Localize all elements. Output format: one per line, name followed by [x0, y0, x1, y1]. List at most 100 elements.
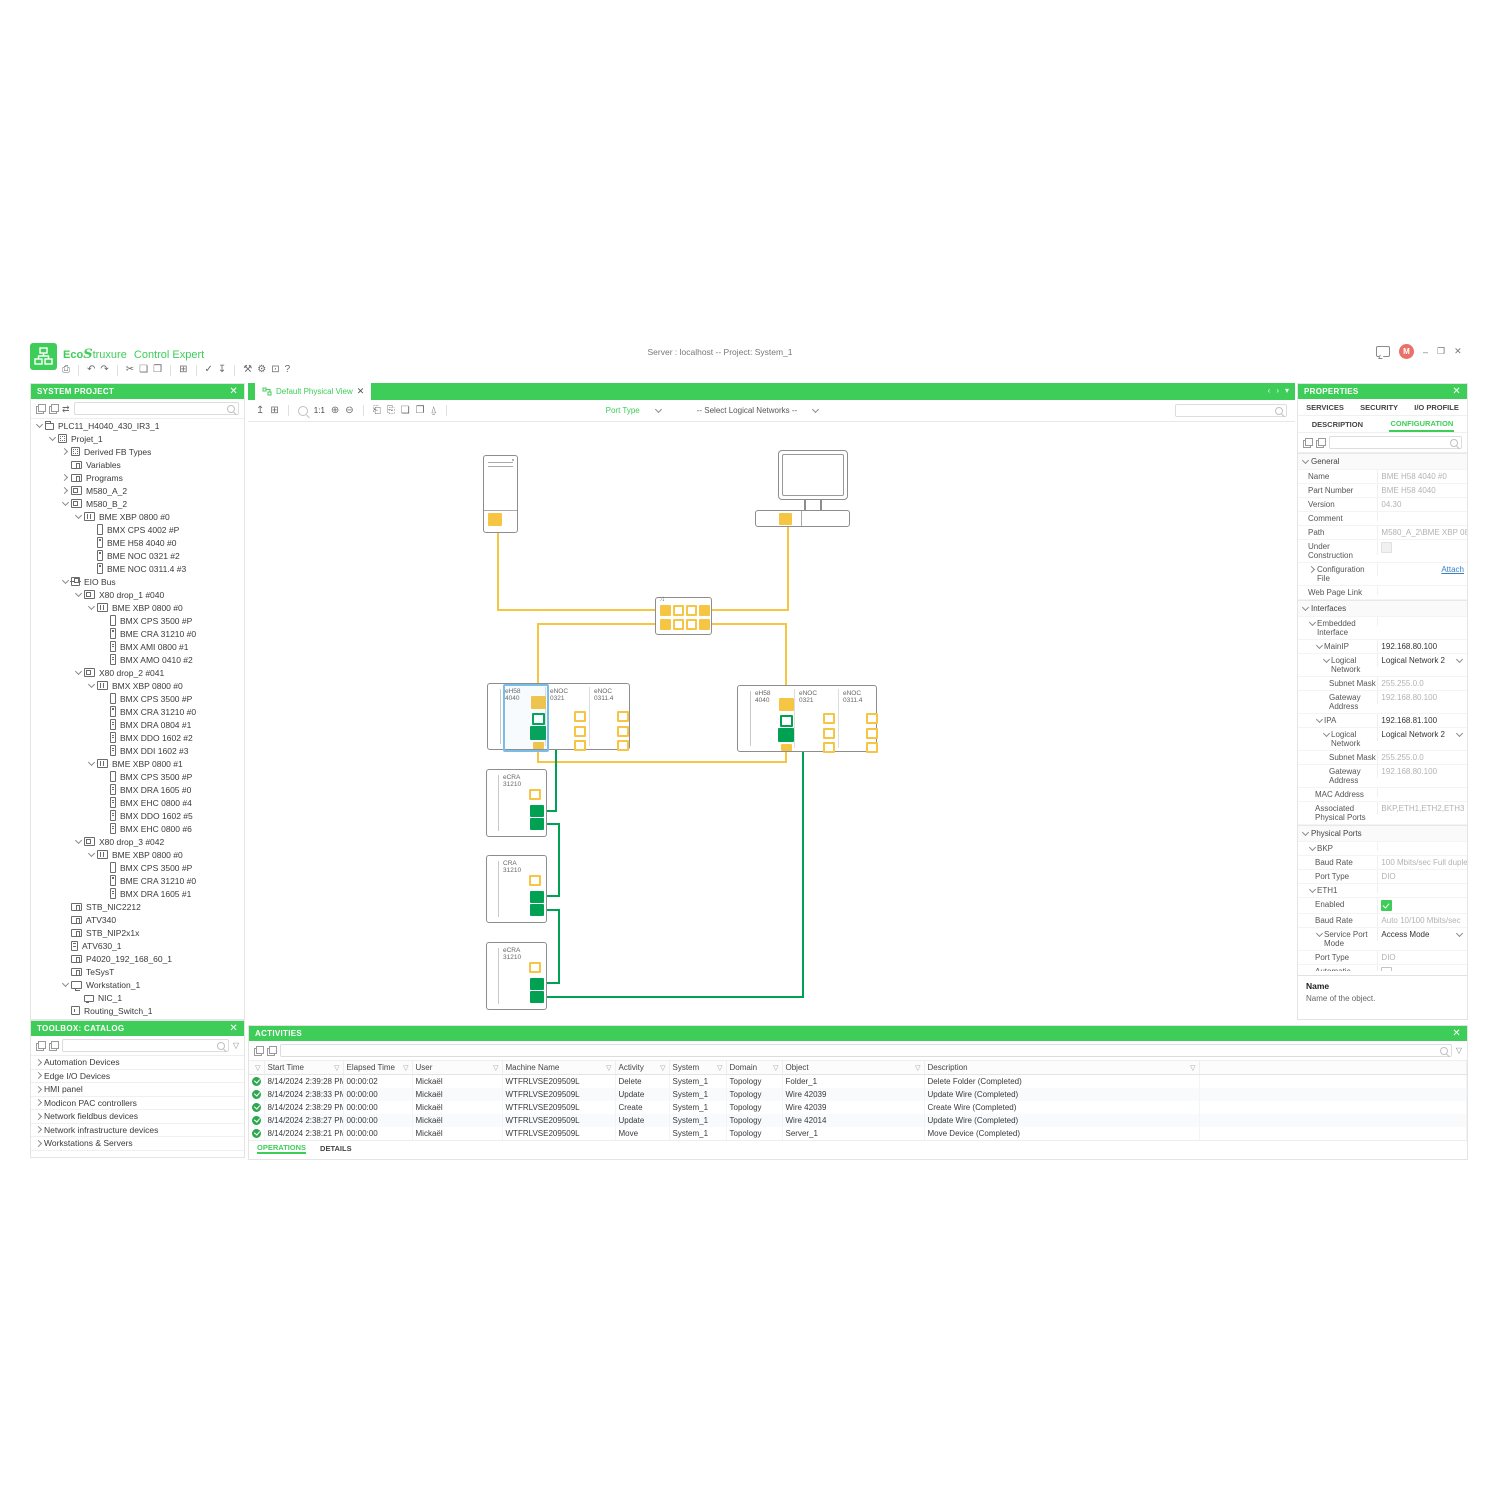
- toolbox-category[interactable]: Automation Devices: [31, 1056, 244, 1070]
- module-port[interactable]: [866, 713, 878, 724]
- filter-icon[interactable]: ▽: [1455, 1046, 1462, 1055]
- chevron-down-icon[interactable]: [74, 512, 83, 521]
- toolbox-category[interactable]: HMI panel: [31, 1083, 244, 1097]
- wire[interactable]: [787, 525, 789, 611]
- tree-item[interactable]: NIC_1: [31, 991, 244, 1004]
- module-port[interactable]: [530, 891, 544, 903]
- close-tab-icon[interactable]: ✕: [356, 386, 365, 396]
- module-port[interactable]: [778, 728, 794, 742]
- tree-item[interactable]: BMX EHC 0800 #4: [31, 796, 244, 809]
- module-port[interactable]: [866, 742, 878, 753]
- copy-view-icon[interactable]: ❏: [400, 404, 410, 416]
- module-port[interactable]: [574, 726, 586, 737]
- tree-item[interactable]: Projet_1: [31, 432, 244, 445]
- tree-item[interactable]: BMX CPS 3500 #P: [31, 770, 244, 783]
- toolbox-search-input[interactable]: [62, 1039, 229, 1052]
- grid-icon[interactable]: ⊞: [270, 404, 279, 416]
- module-port[interactable]: [617, 726, 629, 737]
- column-header[interactable]: ▽: [249, 1061, 265, 1075]
- tab-configuration[interactable]: CONFIGURATION: [1389, 417, 1455, 432]
- workstation-base[interactable]: [755, 510, 850, 527]
- close-icon[interactable]: ✕: [1452, 1027, 1461, 1039]
- column-filter-icon[interactable]: ▽: [255, 1064, 261, 1072]
- module-port[interactable]: [530, 904, 544, 916]
- tree-item[interactable]: BMX DRA 1605 #1: [31, 887, 244, 900]
- chevron-down-icon[interactable]: [87, 681, 96, 690]
- wire[interactable]: [543, 909, 560, 911]
- module-port[interactable]: [574, 740, 586, 751]
- module-port[interactable]: [530, 818, 544, 830]
- tree-item[interactable]: BMX CPS 3500 #P: [31, 614, 244, 627]
- tools-icon[interactable]: ⚒: [243, 364, 253, 375]
- wire[interactable]: [537, 761, 787, 763]
- module-port[interactable]: [530, 805, 544, 817]
- switch-port[interactable]: [686, 605, 697, 616]
- tree-item[interactable]: X80 drop_3 #042: [31, 835, 244, 848]
- chevron-down-icon[interactable]: [87, 850, 96, 859]
- column-header[interactable]: Object ▽: [782, 1061, 925, 1075]
- tree-item[interactable]: BMX DDO 1602 #2: [31, 731, 244, 744]
- tab-list-icon[interactable]: ▾: [1284, 386, 1289, 395]
- chevron-down-icon[interactable]: [1308, 619, 1317, 628]
- tree-item[interactable]: BME XBP 0800 #0: [31, 601, 244, 614]
- drop-ecra-1[interactable]: eCRA 31210: [486, 769, 547, 837]
- module-port[interactable]: [529, 962, 541, 973]
- expand-all-icon[interactable]: [49, 1041, 59, 1051]
- module-port[interactable]: [866, 728, 878, 739]
- wire[interactable]: [497, 609, 660, 611]
- chevron-right-icon[interactable]: [61, 486, 70, 495]
- close-button[interactable]: ✕: [1454, 346, 1462, 356]
- toolbox-category[interactable]: Edge I/O Devices: [31, 1070, 244, 1083]
- routing-switch-device[interactable]: ⤨: [655, 597, 712, 635]
- column-header[interactable]: Description ▽: [924, 1061, 1200, 1075]
- switch-port[interactable]: [699, 605, 710, 616]
- chevron-down-icon[interactable]: [1301, 829, 1310, 838]
- module-port[interactable]: [823, 742, 835, 753]
- tree-item[interactable]: EIO Bus: [31, 575, 244, 588]
- chevron-down-icon[interactable]: [61, 980, 70, 989]
- help-icon[interactable]: ?: [284, 364, 291, 375]
- tree-item[interactable]: Variables: [31, 458, 244, 471]
- column-filter-icon[interactable]: ▽: [334, 1064, 340, 1072]
- tree-item[interactable]: Derived FB Types: [31, 445, 244, 458]
- tree-item[interactable]: BME NOC 0321 #2: [31, 549, 244, 562]
- column-filter-icon[interactable]: ▽: [1190, 1064, 1196, 1072]
- toolbox-category[interactable]: Workstations & Servers: [31, 1137, 244, 1151]
- activity-row[interactable]: 8/14/2024 2:38:21 PM 00:00:00 Mickaël WTFRL…: [249, 1127, 1467, 1140]
- activity-row[interactable]: 8/14/2024 2:38:33 PM 00:00:00 Mickaël WTFRL…: [249, 1088, 1467, 1101]
- chevron-right-icon[interactable]: [61, 473, 70, 482]
- tab-default-physical-view[interactable]: Default Physical View ✕: [255, 383, 372, 400]
- chevron-down-icon[interactable]: [1308, 844, 1317, 853]
- column-filter-icon[interactable]: ▽: [915, 1064, 921, 1072]
- tree-item[interactable]: Workstation_1: [31, 978, 244, 991]
- wire[interactable]: [537, 623, 539, 695]
- print-icon[interactable]: ⎙: [62, 364, 70, 375]
- chevron-down-icon[interactable]: [1301, 604, 1310, 613]
- tree-item[interactable]: Programs: [31, 471, 244, 484]
- column-filter-icon[interactable]: ▽: [493, 1064, 499, 1072]
- tab-services[interactable]: SERVICES: [1306, 402, 1344, 412]
- wire[interactable]: [543, 823, 560, 825]
- wire[interactable]: [543, 810, 557, 812]
- chevron-down-icon[interactable]: [87, 603, 96, 612]
- chevron-down-icon[interactable]: [74, 668, 83, 677]
- module-port[interactable]: [529, 875, 541, 886]
- canvas-search-input[interactable]: [1175, 404, 1287, 417]
- tree-search-input[interactable]: [73, 402, 239, 415]
- filter-icon[interactable]: ▽: [232, 1041, 239, 1050]
- sync-icon[interactable]: ⇄: [62, 403, 70, 414]
- zoom-out-icon[interactable]: ⊖: [345, 404, 354, 416]
- feedback-icon[interactable]: [1376, 346, 1390, 357]
- settings-icon[interactable]: ⚙: [257, 364, 267, 375]
- tree-item[interactable]: ATV630_1: [31, 939, 244, 952]
- tree-item[interactable]: M580_A_2: [31, 484, 244, 497]
- chevron-down-icon[interactable]: [1315, 716, 1324, 725]
- properties-search-input[interactable]: [1329, 436, 1462, 449]
- export-icon[interactable]: ↧: [217, 364, 227, 375]
- switch-port[interactable]: [699, 619, 710, 630]
- module-port[interactable]: [533, 742, 544, 749]
- rack-left[interactable]: eH58 4040 eNOC 0321 eNOC 0311.4: [487, 683, 630, 751]
- drop-ecra-3[interactable]: eCRA 31210: [486, 942, 547, 1010]
- module-port[interactable]: [780, 715, 793, 727]
- chevron-down-icon[interactable]: [87, 759, 96, 768]
